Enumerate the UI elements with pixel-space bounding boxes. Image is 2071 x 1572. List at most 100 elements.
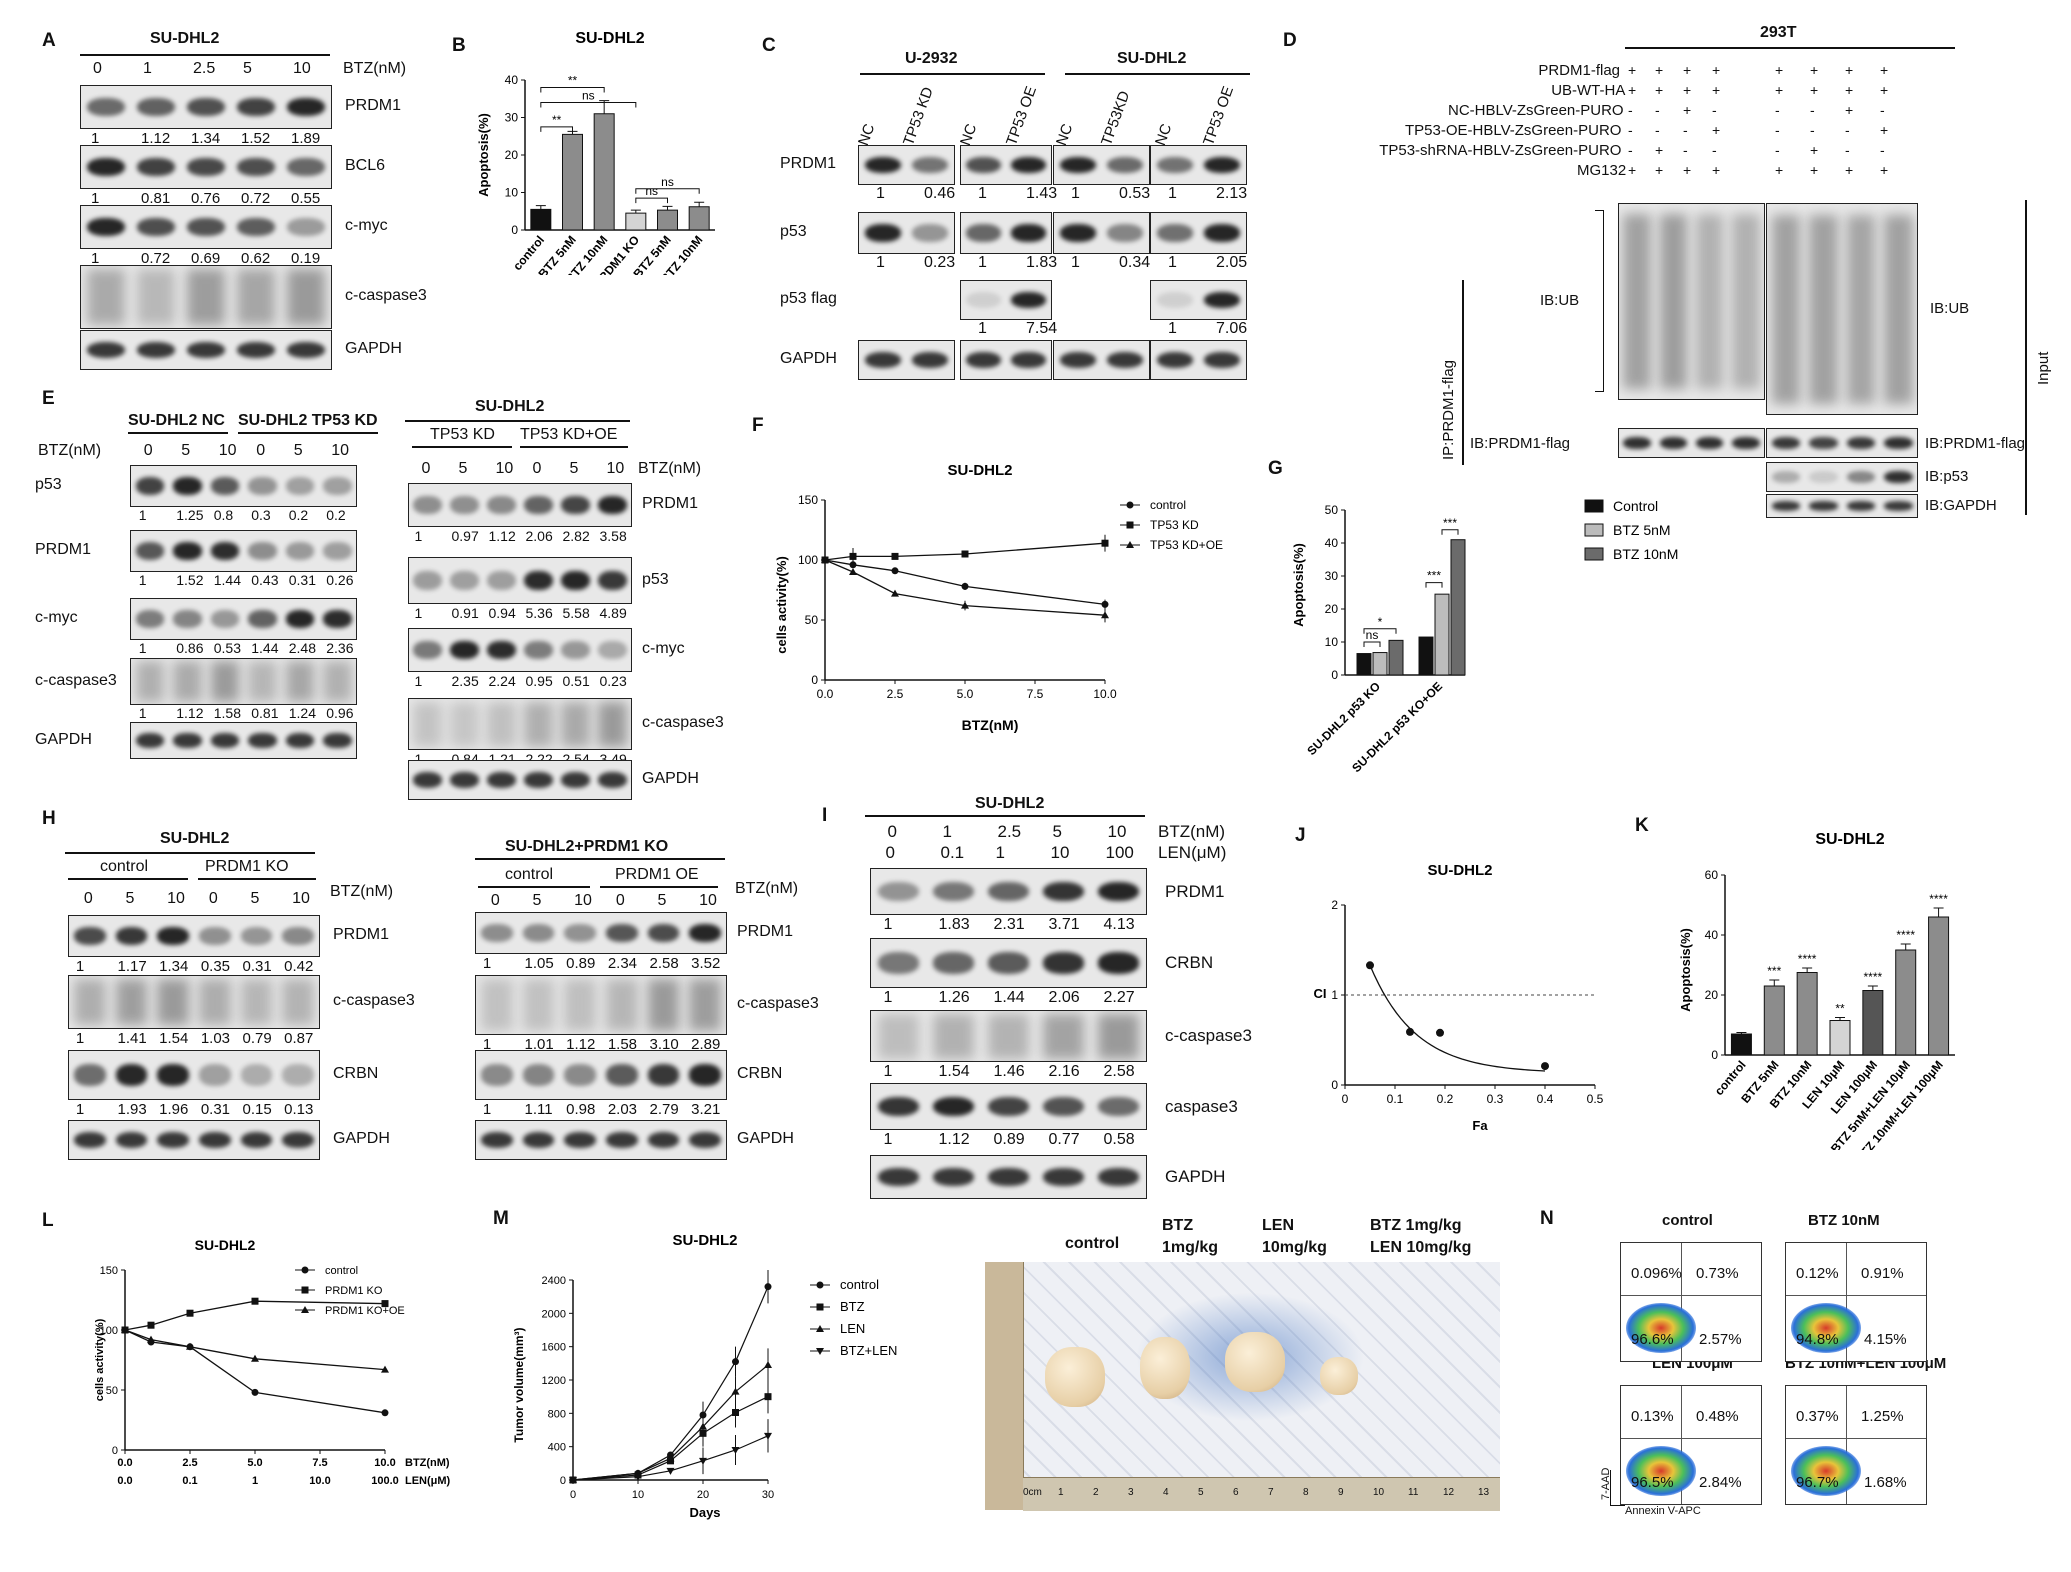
g-bar-0-0 — [1356, 653, 1372, 676]
a-blot-gapdh — [80, 330, 332, 370]
k-sig-2: **** — [1798, 952, 1817, 966]
a-blot-prdm1-band-1 — [137, 97, 175, 117]
h-blot-3-band-1 — [115, 1131, 148, 1149]
e-quant-0-4: 0.2 — [288, 507, 309, 523]
e-r-quant-2-2: 2.24 — [488, 673, 516, 689]
d-input-prdm1-blot-band-0 — [1771, 436, 1800, 450]
g-bar-1-1 — [1434, 593, 1450, 676]
h-blot-1-band-2 — [157, 978, 189, 1026]
c-blot-0-0-band-1 — [912, 156, 949, 174]
i-blot-0-band-2 — [987, 881, 1030, 902]
d-sign-2-2: + — [1683, 102, 1692, 118]
d-sign-1-0: + — [1628, 82, 1637, 98]
l-legend-1: PRDM1 KO — [325, 1285, 383, 1297]
k-ytick-1: 20 — [1705, 988, 1719, 1002]
e-blot-2-band-2 — [210, 610, 239, 628]
k-bar-6 — [1928, 916, 1950, 1056]
k-sig-5: **** — [1896, 928, 1915, 942]
n-q1-2: 0.13% — [1631, 1408, 1674, 1425]
e-quant-3-3: 0.81 — [251, 705, 279, 721]
a-quant-0-3: 1.52 — [241, 130, 271, 147]
e-r-quant-0-1: 0.97 — [451, 528, 479, 544]
l-legend-marker-0 — [301, 1266, 309, 1274]
n-xlabel: Annexin V-APC — [1625, 1505, 1701, 1517]
i-blot-0 — [870, 868, 1147, 915]
h-r-dose-2: 10 — [574, 892, 592, 909]
m-tumor-0 — [1045, 1347, 1105, 1407]
e-dose-0: 0 — [143, 442, 153, 459]
e-r-blot-2-band-5 — [598, 640, 627, 660]
g-sig-0: ns — [1366, 628, 1379, 642]
panel-j-xlabel: Fa — [1472, 1118, 1488, 1133]
d-sign-3-1: - — [1655, 122, 1660, 138]
h-row-1: c-caspase3 — [333, 992, 415, 1009]
n-title-1: BTZ 10nM — [1808, 1212, 1880, 1229]
i-blot-0-band-3 — [1042, 881, 1085, 902]
g-sig-1: * — [1378, 615, 1383, 629]
h-blot-0-band-2 — [157, 927, 189, 945]
i-quant-2-1: 1.54 — [938, 1063, 970, 1080]
k-bar-2 — [1796, 972, 1818, 1056]
e-group-kd: SU-DHL2 TP53 KD — [238, 412, 378, 429]
c-blot-1-2-band-1 — [1107, 224, 1144, 242]
panel-j-title: SU-DHL2 — [1427, 862, 1492, 879]
b-sig-3: ns — [645, 184, 658, 198]
d-ip-ub-blot-band-0 — [1623, 213, 1651, 390]
h-r-g2: PRDM1 OE — [615, 866, 699, 883]
h-blot-0-band-0 — [74, 927, 106, 945]
h-blot-1 — [68, 975, 320, 1029]
h-r-cell: SU-DHL2+PRDM1 KO — [505, 838, 669, 855]
g-bar-0-2 — [1388, 639, 1404, 676]
e-r-g2: TP53 KD+OE — [520, 426, 618, 443]
d-ip-prdm1-blot-band-0 — [1623, 436, 1651, 450]
d-input-ub-blot-band-2 — [1846, 214, 1875, 404]
c-blot-3-1-band-1 — [1011, 351, 1046, 369]
e-blot-0 — [130, 465, 357, 507]
f-pt-0-2 — [891, 567, 899, 575]
e-blot-0-band-3 — [248, 477, 277, 495]
l-xtick2-4: 100.0 — [371, 1475, 399, 1487]
g-legend-1: BTZ 5nM — [1613, 522, 1671, 538]
m-xtick-0: 0 — [570, 1489, 576, 1501]
i-blot-3-band-0 — [877, 1096, 920, 1117]
l-pt-1-1 — [147, 1321, 155, 1329]
h-r-dose-3: 0 — [615, 892, 625, 909]
j-point-3 — [1541, 1062, 1549, 1071]
j-xtick-3: 0.3 — [1487, 1092, 1504, 1106]
e-r-blot-0-band-0 — [413, 495, 442, 515]
c-blot-3-2-band-1 — [1107, 351, 1144, 369]
i-row-1: CRBN — [1165, 953, 1214, 972]
h-line — [65, 852, 315, 854]
e-r-blot-2-band-3 — [524, 640, 553, 660]
panel-label-j: J — [1295, 825, 1306, 846]
c-blot-1-0 — [858, 212, 955, 254]
d-sign-1-5: + — [1810, 82, 1819, 98]
m-legend-0: control — [840, 1277, 879, 1292]
a-blot-gapdh-band-1 — [137, 341, 175, 359]
m-photo-ruler-v — [985, 1262, 1024, 1510]
h-cell: SU-DHL2 — [160, 830, 230, 847]
h-quant-0-3: 0.35 — [200, 958, 231, 975]
d-input-ub-blot-band-0 — [1771, 214, 1800, 404]
d-cond-2: NC-HBLV-ZsGreen-PURO — [1448, 102, 1624, 119]
a-blot-c-caspase3-band-3 — [237, 269, 275, 325]
e-blot-3-band-2 — [210, 661, 239, 702]
panel-label-b: B — [452, 35, 466, 56]
e-r-blot-3-band-5 — [598, 701, 627, 747]
e-r-blot-0-band-3 — [524, 495, 553, 515]
g-ytick-0: 0 — [1331, 668, 1338, 682]
h-r-blot-2-band-5 — [689, 1064, 721, 1086]
i-blot-1-band-2 — [987, 952, 1030, 974]
e-blot-4-band-3 — [248, 732, 277, 749]
i-blot-3-band-3 — [1042, 1096, 1085, 1117]
m-pt-3-1 — [634, 1473, 642, 1481]
h-quant-2-4: 0.15 — [242, 1101, 272, 1118]
h-r-row-0: PRDM1 — [737, 923, 794, 940]
e-blot-4-band-5 — [323, 732, 352, 749]
a-blot-gapdh-band-4 — [287, 341, 325, 359]
i-quant-1-2: 1.44 — [993, 989, 1025, 1006]
h-r-quant-2-2: 0.98 — [566, 1101, 596, 1118]
m-tumor-2 — [1225, 1332, 1285, 1392]
d-ip-ub-blot-band-2 — [1695, 213, 1724, 390]
panel-l-line-chart: SU-DHL2 cells activity(%) 0 50 100 150 0.0 0.… — [94, 1237, 451, 1487]
